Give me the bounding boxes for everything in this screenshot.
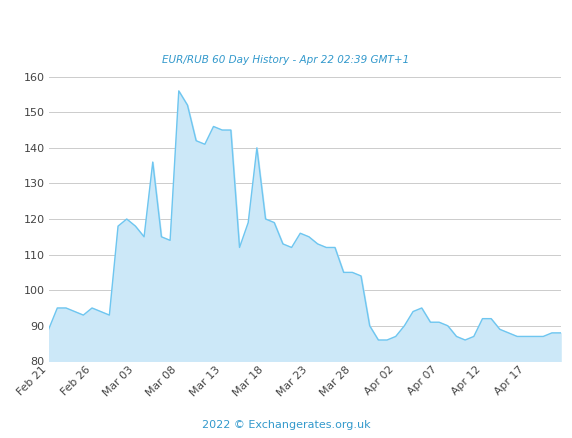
Text: EUR/RUB 60 Day History - Apr 22 02:39 GMT+1: EUR/RUB 60 Day History - Apr 22 02:39 GM… [162,55,410,65]
Text: EUR RUB Historical Charts: EUR RUB Historical Charts [10,11,267,29]
Text: 2022 © Exchangerates.org.uk: 2022 © Exchangerates.org.uk [202,420,370,430]
